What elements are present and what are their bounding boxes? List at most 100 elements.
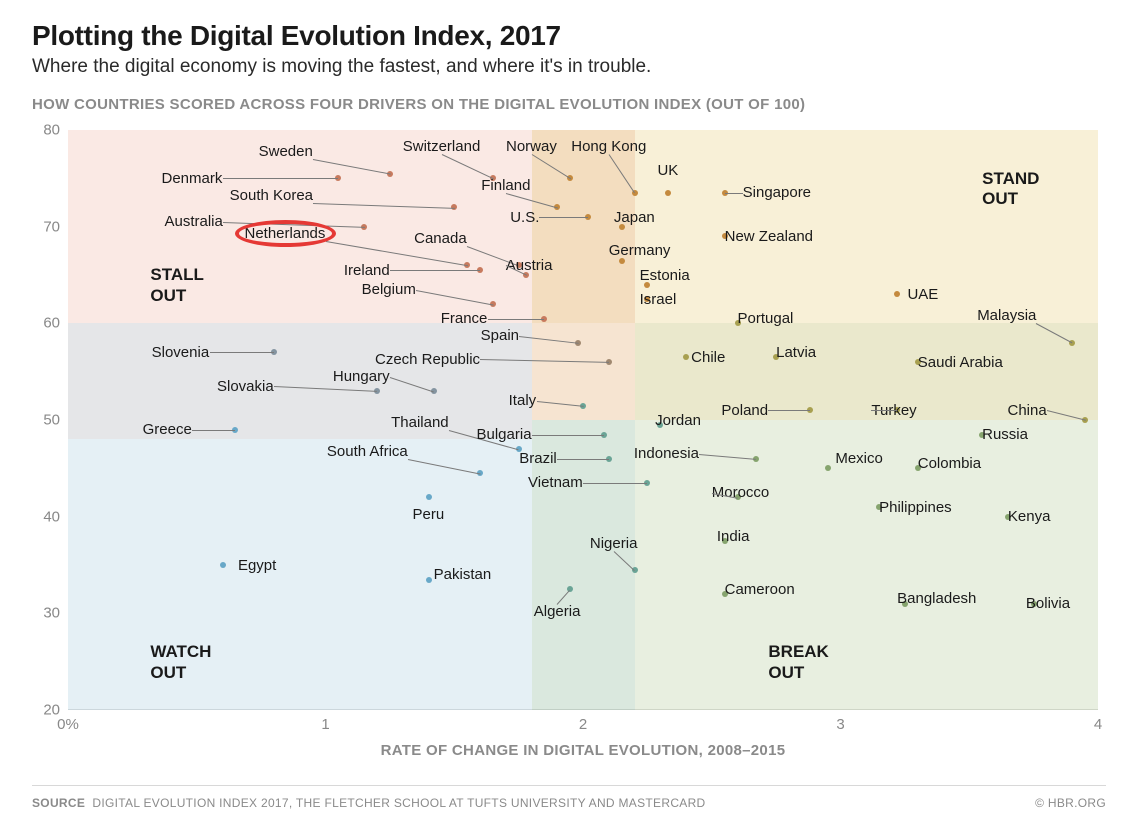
point-label: Bolivia (1026, 596, 1070, 611)
point-label: Germany (609, 243, 671, 258)
leader-line (390, 270, 480, 271)
point-label: Egypt (238, 558, 276, 573)
point-label: Ireland (344, 263, 390, 278)
leader-line (557, 459, 609, 460)
point-label: U.S. (510, 210, 539, 225)
point-label: Greece (143, 422, 192, 437)
point-label: Norway (506, 139, 557, 154)
point-label: Thailand (391, 415, 449, 430)
x-tick-label: 1 (321, 716, 329, 733)
point-label: India (717, 529, 750, 544)
y-axis-title: HOW COUNTRIES SCORED ACROSS FOUR DRIVERS… (32, 96, 1106, 113)
data-point (426, 577, 432, 583)
source-text: DIGITAL EVOLUTION INDEX 2017, THE FLETCH… (92, 796, 705, 810)
point-label: Estonia (640, 268, 690, 283)
point-label: Philippines (879, 500, 952, 515)
point-label: Indonesia (634, 446, 699, 461)
footer: SOURCE DIGITAL EVOLUTION INDEX 2017, THE… (32, 785, 1106, 810)
point-label: Algeria (534, 604, 581, 619)
point-label: Colombia (918, 456, 981, 471)
point-label: Hungary (333, 369, 390, 384)
leader-line (210, 352, 274, 353)
point-label: Canada (414, 231, 467, 246)
point-label: Morocco (712, 485, 770, 500)
quadrant-label-break-out: BREAK OUT (768, 642, 828, 683)
point-label: France (441, 311, 488, 326)
point-label: Hong Kong (571, 139, 646, 154)
point-label: Vietnam (528, 475, 583, 490)
x-tick-label: 0% (57, 716, 79, 733)
leader-line (223, 178, 339, 179)
point-label: Brazil (519, 451, 557, 466)
highlight-ellipse (235, 220, 336, 247)
point-label: Denmark (162, 171, 223, 186)
point-label: Finland (481, 178, 530, 193)
point-label: Japan (614, 210, 655, 225)
leader-line (871, 410, 897, 411)
point-label: Italy (509, 393, 537, 408)
point-label: Spain (481, 328, 519, 343)
point-label: South Korea (230, 188, 313, 203)
point-label: Czech Republic (375, 352, 480, 367)
quadrant-label-stand-out: STAND OUT (982, 169, 1039, 210)
quadrant-center-top (532, 130, 635, 420)
data-point (825, 465, 831, 471)
point-label: Nigeria (590, 536, 638, 551)
x-tick-label: 3 (836, 716, 844, 733)
x-tick-label: 4 (1094, 716, 1102, 733)
point-label: Russia (982, 427, 1028, 442)
point-label: China (1008, 403, 1047, 418)
point-label: Cameroon (725, 582, 795, 597)
quadrant-label-stall-out: STALL OUT (150, 265, 204, 306)
point-label: Peru (413, 507, 445, 522)
point-label: Belgium (362, 282, 416, 297)
point-label: Saudi Arabia (918, 355, 1003, 370)
source-label: SOURCE (32, 796, 85, 810)
y-tick-label: 40 (43, 508, 60, 525)
point-label: Jordan (655, 413, 701, 428)
point-label: Chile (691, 350, 725, 365)
point-label: Bulgaria (477, 427, 532, 442)
point-label: New Zealand (725, 229, 813, 244)
credit: © HBR.ORG (1035, 796, 1106, 810)
leader-line (192, 430, 236, 431)
point-label: Switzerland (403, 139, 481, 154)
scatter-plot: STALL OUTSTAND OUTWATCH OUTBREAK OUT2030… (68, 130, 1098, 710)
point-label: Kenya (1008, 509, 1051, 524)
data-point (220, 562, 226, 568)
y-tick-label: 80 (43, 122, 60, 139)
y-tick-label: 70 (43, 218, 60, 235)
leader-line (539, 217, 588, 218)
y-tick-label: 50 (43, 412, 60, 429)
quadrant-label-watch-out: WATCH OUT (150, 642, 211, 683)
y-tick-label: 60 (43, 315, 60, 332)
point-label: Slovakia (217, 379, 274, 394)
leader-line (768, 410, 809, 411)
point-label: Slovenia (152, 345, 210, 360)
quadrant-mid-left (68, 323, 532, 439)
point-label: Israel (640, 292, 677, 307)
point-label: UAE (907, 287, 938, 302)
point-label: UK (657, 163, 678, 178)
x-axis-title: RATE OF CHANGE IN DIGITAL EVOLUTION, 200… (68, 742, 1098, 759)
point-label: Poland (721, 403, 768, 418)
leader-line (488, 319, 545, 320)
point-label: Sweden (259, 144, 313, 159)
point-label: Mexico (835, 451, 883, 466)
point-label: Austria (506, 258, 553, 273)
y-tick-label: 30 (43, 605, 60, 622)
page-title: Plotting the Digital Evolution Index, 20… (32, 20, 1094, 52)
point-label: Australia (165, 214, 223, 229)
point-label: Latvia (776, 345, 816, 360)
source-line: SOURCE DIGITAL EVOLUTION INDEX 2017, THE… (32, 796, 706, 810)
point-label: South Africa (327, 444, 408, 459)
data-point (665, 190, 671, 196)
point-label: Portugal (738, 311, 794, 326)
point-label: Singapore (743, 185, 811, 200)
data-point (426, 494, 432, 500)
leader-line (725, 193, 743, 194)
point-label: Pakistan (434, 567, 492, 582)
leader-line (583, 483, 647, 484)
point-label: Malaysia (977, 308, 1036, 323)
page-subtitle: Where the digital economy is moving the … (32, 56, 1094, 78)
